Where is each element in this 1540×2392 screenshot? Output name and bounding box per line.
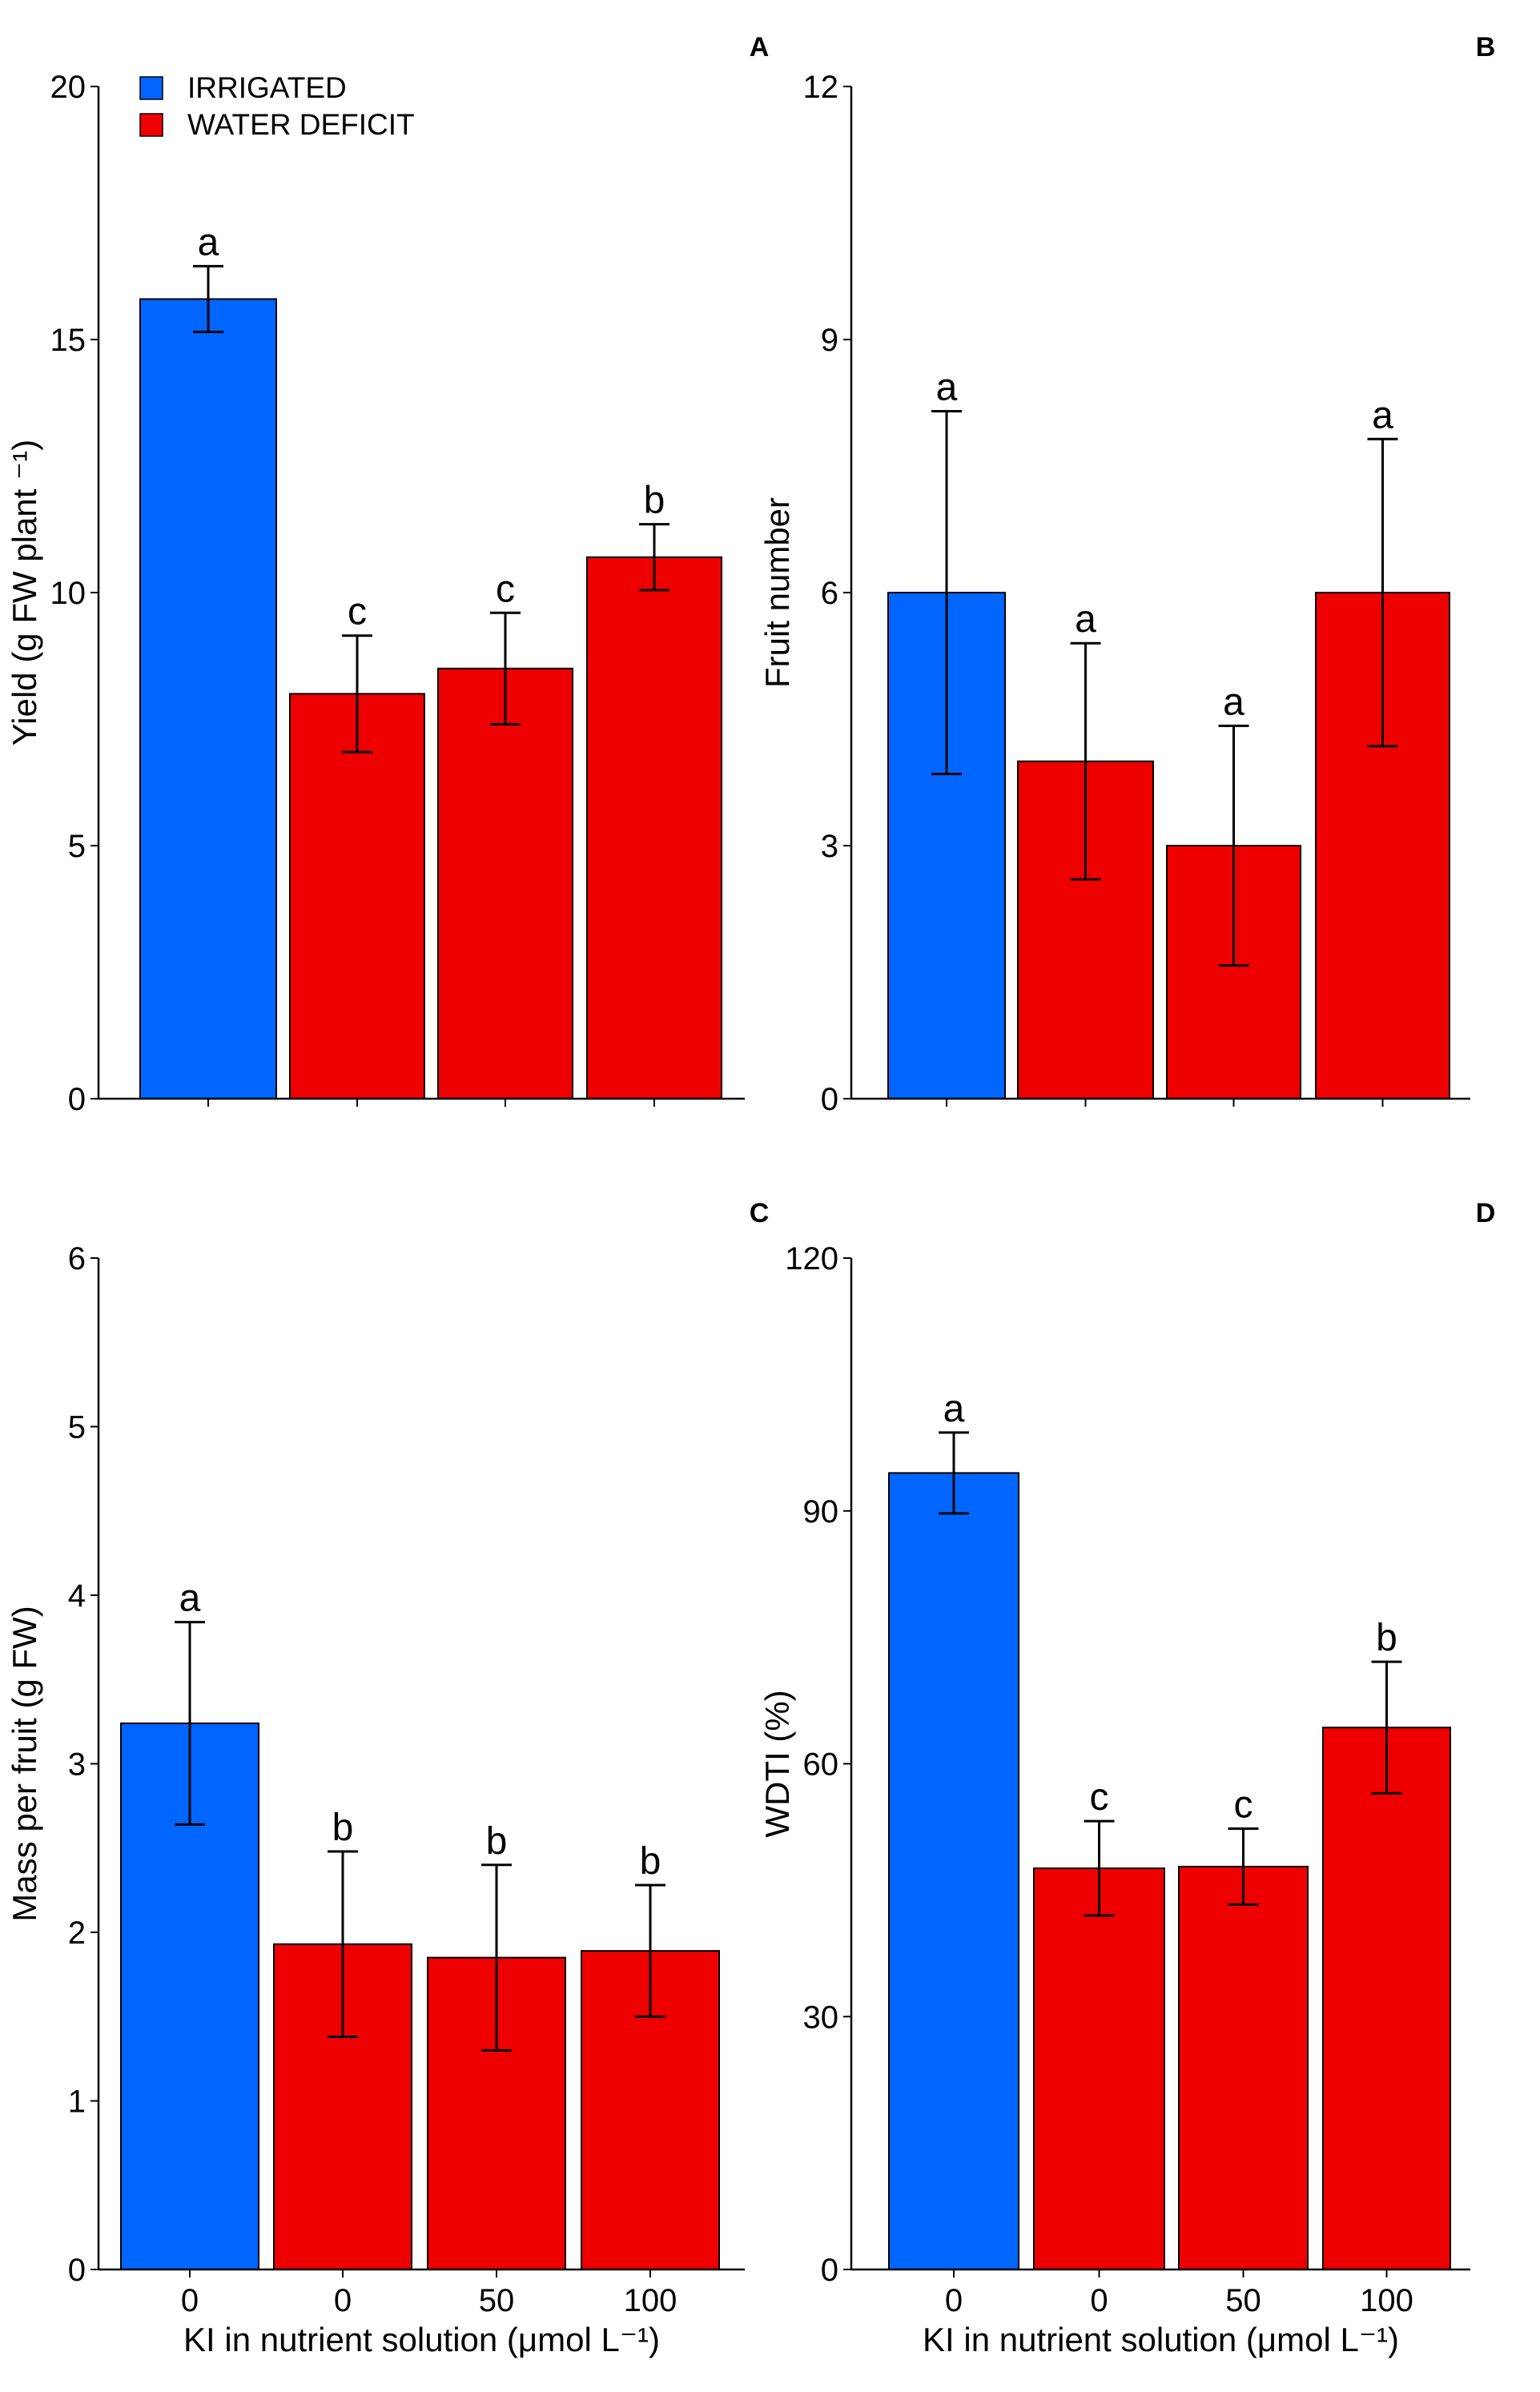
significance-label-A-0: a: [198, 221, 219, 263]
bar-A-0: [140, 299, 276, 1099]
legend-label-0: IRRIGATED: [187, 71, 347, 104]
y-tick-label-B-3: 9: [821, 323, 838, 358]
y-tick-label-D-1: 30: [803, 2000, 839, 2035]
significance-label-C-1: b: [332, 1807, 354, 1849]
significance-label-C-0: a: [179, 1578, 201, 1620]
y-axis-label-A: Yield (g FW plant ⁻¹): [6, 440, 43, 746]
y-tick-label-C-1: 1: [68, 2084, 86, 2120]
bar-D-0: [889, 1473, 1019, 2269]
significance-label-B-0: a: [936, 367, 958, 409]
legend-swatch-1: [140, 114, 163, 136]
y-tick-label-C-0: 0: [68, 2253, 86, 2288]
significance-label-A-2: c: [496, 568, 515, 610]
y-tick-label-D-0: 0: [821, 2253, 838, 2288]
legend: IRRIGATED WATER DEFICIT: [140, 71, 415, 141]
y-axis-label-B: Fruit number: [758, 497, 796, 688]
x-tick-label-D-3: 100: [1360, 2283, 1413, 2318]
y-tick-label-B-4: 12: [803, 70, 839, 105]
significance-label-D-0: a: [943, 1388, 965, 1430]
bar-A-2: [438, 669, 573, 1099]
panel-label-C: C: [750, 1198, 770, 1228]
x-tick-label-D-0: 0: [945, 2283, 963, 2318]
x-axis-label-D: KI in nutrient solution (μmol L⁻¹): [923, 2321, 1399, 2358]
significance-label-B-3: a: [1372, 394, 1393, 436]
bar-A-3: [587, 557, 722, 1099]
figure-canvas: accb05101520Yield (g FW plant ⁻¹)Aaaaa03…: [0, 0, 1540, 2392]
y-tick-label-C-4: 4: [68, 1578, 86, 1614]
panel-A: a c c b 0 5 10 15 20 Yield (g FW plant ⁻¹) A: [6, 32, 769, 1117]
y-tick-label-C-5: 5: [68, 1410, 86, 1445]
panel-B: a a a a 0 3 6 9 12 Fruit number B: [758, 32, 1495, 1117]
y-tick-label-C-3: 3: [68, 1747, 86, 1783]
bar-D-1: [1034, 1868, 1164, 2269]
panel-D: a 0 c 0 c 50 b 100 0 30 60 90 120 WDTI (%) KI in nutri…: [758, 1198, 1495, 2358]
y-tick-label-B-0: 0: [821, 1082, 838, 1117]
y-tick-label-D-3: 90: [803, 1494, 839, 1530]
significance-label-D-1: c: [1090, 1776, 1109, 1819]
y-tick-label-B-1: 3: [821, 829, 838, 864]
y-tick-label-A-0: 0: [68, 1082, 86, 1117]
y-tick-label-D-4: 120: [785, 1241, 838, 1276]
panel-label-A: A: [750, 32, 770, 62]
y-tick-label-C-2: 2: [68, 1916, 86, 1951]
y-tick-label-A-1: 5: [68, 829, 86, 864]
panel-label-D: D: [1476, 1198, 1496, 1228]
significance-label-D-3: b: [1376, 1617, 1397, 1659]
legend-label-1: WATER DEFICIT: [187, 108, 415, 141]
x-tick-label-C-0: 0: [181, 2283, 199, 2318]
y-axis-label-C: Mass per fruit (g FW): [6, 1606, 43, 1921]
y-tick-label-A-4: 20: [50, 70, 86, 105]
x-tick-label-C-1: 0: [334, 2283, 352, 2318]
significance-label-C-3: b: [640, 1840, 661, 1883]
significance-label-A-1: c: [348, 591, 367, 633]
y-tick-label-B-2: 6: [821, 576, 838, 611]
y-tick-label-A-3: 15: [50, 323, 86, 358]
significance-label-C-2: b: [486, 1820, 508, 1863]
bar-A-1: [290, 693, 424, 1099]
significance-label-B-2: a: [1223, 681, 1244, 723]
x-tick-label-D-1: 0: [1090, 2283, 1108, 2318]
panel-label-B: B: [1476, 32, 1496, 62]
x-axis-label-C: KI in nutrient solution (μmol L⁻¹): [183, 2321, 660, 2358]
y-tick-label-A-2: 10: [50, 576, 86, 611]
y-axis-label-D: WDTI (%): [758, 1690, 796, 1837]
legend-swatch-0: [140, 77, 163, 99]
significance-label-B-1: a: [1075, 598, 1096, 641]
bar-D-3: [1323, 1727, 1450, 2269]
significance-label-D-2: c: [1234, 1784, 1253, 1827]
x-tick-label-C-2: 50: [479, 2283, 515, 2318]
panel-C: a 0 b 0 b 50 b 100 0 1 2 3 4 5 6 Mass per fruit (g FW) K…: [6, 1198, 769, 2358]
x-tick-label-C-3: 100: [624, 2283, 678, 2318]
y-tick-label-D-2: 60: [803, 1747, 839, 1783]
x-tick-label-D-2: 50: [1225, 2283, 1261, 2318]
y-tick-label-C-6: 6: [68, 1241, 86, 1276]
bar-D-2: [1179, 1867, 1308, 2269]
significance-label-A-3: b: [644, 480, 665, 522]
